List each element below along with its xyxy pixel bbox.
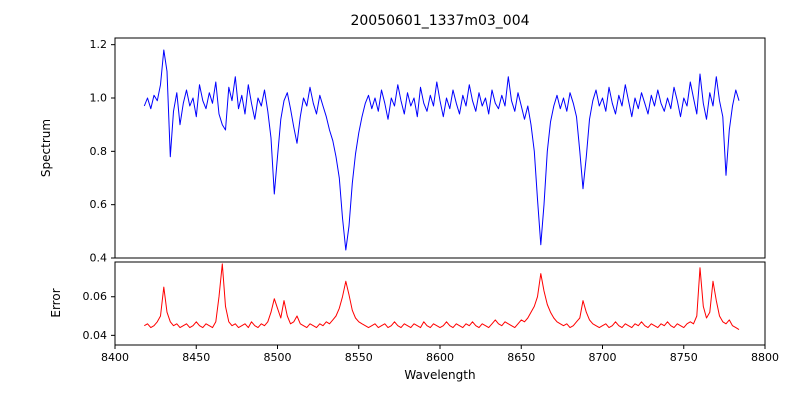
x-tick-label: 8700 bbox=[589, 351, 617, 364]
x-tick-label: 8400 bbox=[101, 351, 129, 364]
y-tick-label: 0.06 bbox=[83, 290, 108, 303]
axes-box bbox=[114, 261, 766, 346]
y-tick-label: 0.6 bbox=[90, 198, 108, 211]
spectrum-line bbox=[143, 49, 740, 251]
x-tick-label: 8550 bbox=[345, 351, 373, 364]
x-tick-label: 8650 bbox=[507, 351, 535, 364]
x-tick-label: 8450 bbox=[182, 351, 210, 364]
y-tick-label: 0.04 bbox=[83, 329, 108, 342]
y-tick-label: 0.8 bbox=[90, 145, 108, 158]
x-tick-label: 8800 bbox=[751, 351, 779, 364]
x-tick-label: 8500 bbox=[264, 351, 292, 364]
error-axes: 0.04 0.06 8400 8450 8500 8550 8600 8650 8700 8750… bbox=[83, 261, 779, 364]
y-tick-label: 1.2 bbox=[90, 38, 108, 51]
chart-title: 20050601_1337m03_004 bbox=[350, 13, 530, 29]
x-tick-label: 8750 bbox=[670, 351, 698, 364]
x-tick-label: 8600 bbox=[426, 351, 454, 364]
spectrum-axes: 0.4 0.6 0.8 1.0 1.2 bbox=[90, 37, 766, 265]
error-line bbox=[144, 263, 740, 331]
y-tick-label: 1.0 bbox=[90, 92, 108, 105]
y-tick-label: 0.4 bbox=[90, 252, 108, 265]
axes-box bbox=[114, 37, 766, 259]
x-axis-label: Wavelength bbox=[404, 368, 476, 382]
